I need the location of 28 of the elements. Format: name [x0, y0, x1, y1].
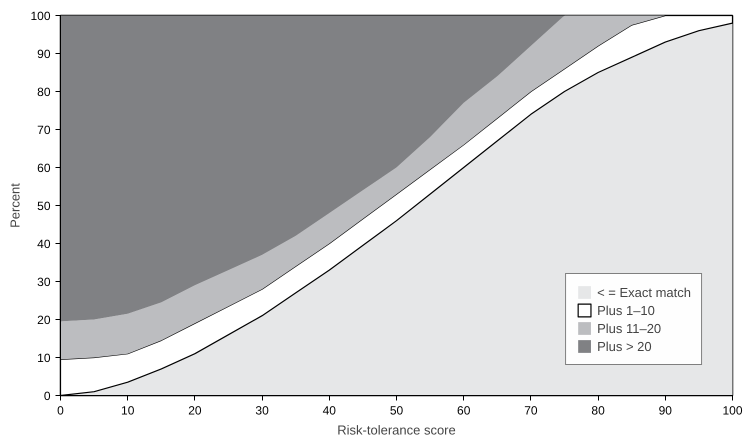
y-tick-label: 30 — [37, 275, 51, 289]
y-tick-label: 50 — [37, 199, 51, 213]
y-tick-label: 80 — [37, 85, 51, 99]
y-tick-label: 10 — [37, 351, 51, 365]
x-tick-label: 100 — [722, 404, 743, 418]
legend-label: Plus 11–20 — [597, 320, 662, 336]
y-tick-label: 100 — [30, 9, 51, 23]
x-axis-title: Risk-tolerance score — [337, 422, 456, 438]
x-tick-label: 30 — [255, 404, 270, 418]
y-tick-label: 90 — [37, 47, 51, 61]
y-tick-label: 0 — [44, 389, 51, 403]
legend-label: Plus > 20 — [597, 338, 652, 354]
x-tick-label: 80 — [591, 404, 606, 418]
y-tick-label: 60 — [37, 161, 51, 175]
y-tick-label: 40 — [37, 237, 51, 251]
x-tick-label: 10 — [121, 404, 135, 418]
x-tick-label: 60 — [457, 404, 471, 418]
legend-label: Plus 1–10 — [597, 302, 655, 318]
x-tick-label: 20 — [188, 404, 202, 418]
x-tick-label: 70 — [524, 404, 538, 418]
x-tick-label: 50 — [390, 404, 404, 418]
y-tick-label: 20 — [37, 313, 51, 327]
legend-label: < = Exact match — [597, 284, 691, 300]
y-axis-title: Percent — [7, 182, 22, 228]
x-tick-label: 40 — [322, 404, 336, 418]
x-tick-label: 0 — [57, 404, 64, 418]
x-tick-label: 90 — [658, 404, 672, 418]
y-tick-label: 70 — [37, 123, 51, 137]
